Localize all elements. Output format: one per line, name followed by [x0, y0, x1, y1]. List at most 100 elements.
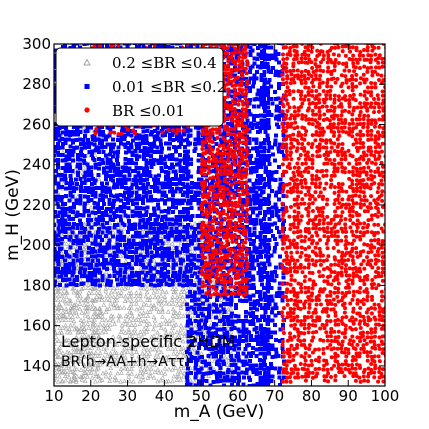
data-point-triangle [114, 297, 120, 303]
data-point-triangle [104, 293, 109, 298]
data-point-square [137, 282, 142, 287]
data-point-square [203, 325, 208, 330]
data-point-square [159, 230, 164, 235]
data-point-square [142, 222, 147, 227]
data-point-triangle [97, 310, 102, 315]
data-point-square [99, 138, 104, 143]
data-point-square [197, 370, 202, 375]
data-point-triangle [141, 346, 147, 351]
data-point-square [156, 221, 161, 226]
data-point-triangle [71, 373, 77, 379]
data-point-triangle [134, 341, 140, 347]
data-point-square [141, 265, 146, 270]
data-point-triangle [144, 281, 150, 287]
data-point-triangle [67, 309, 73, 314]
data-point-square [250, 166, 255, 171]
data-point-triangle [160, 288, 165, 294]
data-point-triangle [143, 369, 149, 374]
data-point-triangle [90, 321, 96, 326]
data-point-triangle [89, 345, 95, 350]
data-point-square [85, 234, 90, 239]
data-point-triangle [59, 330, 64, 335]
data-point-square [192, 257, 197, 262]
data-point-triangle [199, 350, 204, 356]
data-point-square [108, 161, 113, 166]
data-point-square [101, 245, 106, 250]
data-point-square [173, 145, 178, 150]
data-point-triangle [64, 241, 69, 246]
data-point-square [185, 214, 190, 219]
data-point-square [166, 262, 171, 267]
data-point-triangle [138, 317, 143, 322]
data-point-square [79, 181, 84, 186]
data-point-square [215, 297, 220, 302]
data-point-triangle [116, 290, 121, 296]
data-point-square [96, 172, 101, 177]
data-point-triangle [114, 377, 119, 383]
data-point-square [105, 142, 110, 147]
data-point-square [177, 233, 182, 238]
data-point-square [92, 201, 97, 206]
data-point-square [86, 194, 91, 199]
data-point-square [127, 219, 132, 224]
data-point-triangle [145, 365, 150, 371]
data-point-triangle [83, 309, 88, 314]
data-point-triangle [126, 290, 132, 295]
data-point-square [167, 277, 172, 282]
data-point-square [184, 269, 189, 274]
data-point-square [245, 367, 250, 372]
data-point-square [192, 141, 197, 146]
data-point-square [255, 121, 260, 126]
data-point-square [185, 294, 190, 299]
data-point-triangle [116, 317, 121, 323]
data-point-square [79, 225, 84, 230]
data-point-triangle [107, 326, 112, 331]
data-point-triangle [89, 353, 94, 358]
data-point-triangle [116, 224, 121, 230]
data-point-square [159, 209, 164, 214]
data-point-triangle [92, 285, 97, 291]
data-point-triangle [160, 334, 165, 340]
data-point-square [137, 231, 142, 236]
data-point-square [173, 169, 178, 174]
data-point-triangle [62, 338, 68, 343]
data-point-triangle [148, 337, 153, 342]
data-point-square [248, 306, 253, 311]
data-point-triangle [156, 309, 161, 314]
data-point-triangle [114, 358, 119, 364]
data-point-square [114, 209, 119, 214]
data-point-square [90, 210, 95, 215]
data-point-triangle [112, 321, 117, 327]
data-point-square [218, 153, 223, 158]
data-point-square [54, 266, 58, 271]
data-point-triangle [151, 337, 156, 342]
data-point-square [119, 282, 124, 287]
data-point-triangle [144, 350, 149, 356]
data-point-square [148, 230, 153, 235]
data-point-triangle [188, 246, 193, 251]
data-point-square [56, 254, 61, 259]
data-point-square [203, 190, 208, 195]
data-point-square [186, 184, 191, 189]
data-point-triangle [103, 329, 109, 335]
data-point-square [145, 230, 150, 235]
data-point-triangle [154, 306, 160, 311]
data-point-square [248, 333, 253, 338]
data-point-triangle [137, 321, 143, 326]
data-point-square [72, 132, 77, 137]
data-point-square [67, 129, 72, 134]
data-point-triangle [82, 250, 88, 255]
data-point-triangle [59, 365, 64, 370]
data-point-square [171, 273, 176, 278]
data-point-triangle [93, 305, 98, 311]
data-point-square [115, 249, 120, 254]
data-point-square [193, 233, 198, 238]
data-point-triangle [141, 310, 146, 315]
data-point-square [72, 125, 77, 130]
data-point-square [97, 209, 102, 214]
data-point-square [89, 274, 94, 279]
data-point-square [180, 258, 185, 263]
data-point-square [119, 129, 124, 134]
data-point-square [54, 158, 58, 163]
data-point-triangle [152, 369, 158, 374]
